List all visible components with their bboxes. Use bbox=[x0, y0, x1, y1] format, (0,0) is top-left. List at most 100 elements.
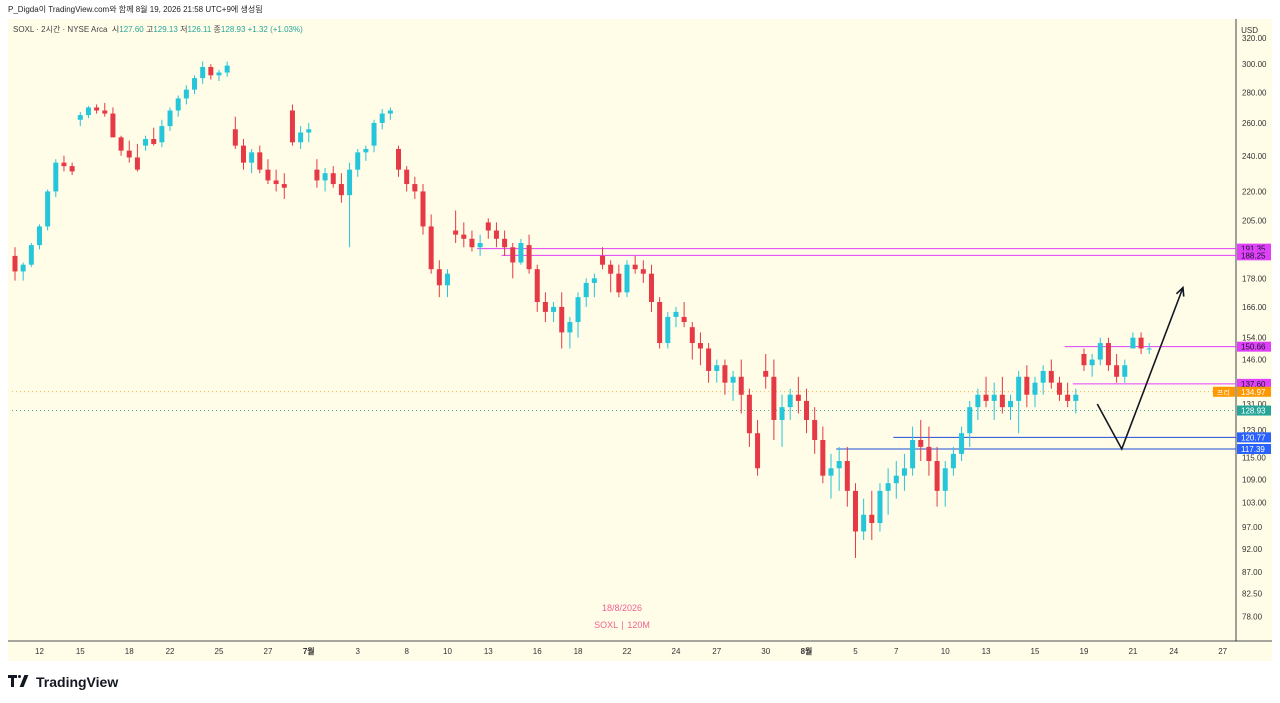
x-tick-label: 25 bbox=[215, 647, 224, 656]
y-tick-label: 220.00 bbox=[1242, 187, 1267, 196]
candle-body bbox=[1024, 376, 1030, 395]
candle-body bbox=[1073, 394, 1079, 401]
candle-body bbox=[314, 169, 320, 181]
price-label-150.66: 150.66 bbox=[1241, 343, 1266, 352]
x-tick-label: 24 bbox=[1169, 647, 1178, 656]
candle-body bbox=[453, 230, 459, 235]
candle-body bbox=[730, 376, 736, 383]
candle-body bbox=[632, 264, 638, 270]
candle-body bbox=[1130, 337, 1136, 349]
candle-body bbox=[85, 107, 91, 116]
price-label-137.60: 137.60 bbox=[1241, 380, 1266, 389]
candle-body bbox=[322, 173, 328, 181]
candle-body bbox=[1040, 370, 1046, 383]
candle-body bbox=[77, 115, 83, 120]
x-tick-label: 27 bbox=[712, 647, 721, 656]
candle-body bbox=[281, 184, 287, 188]
candle-body bbox=[12, 255, 18, 272]
candle-body bbox=[673, 311, 679, 317]
candle-body bbox=[224, 65, 230, 73]
candle-body bbox=[738, 376, 744, 395]
candle-body bbox=[428, 226, 434, 270]
candle-body bbox=[828, 468, 834, 476]
high-value: 129.13 bbox=[153, 25, 178, 34]
x-tick-label: 10 bbox=[941, 647, 950, 656]
candle-body bbox=[779, 407, 785, 420]
x-tick-label: 15 bbox=[76, 647, 85, 656]
y-tick-label: 131.00 bbox=[1242, 400, 1267, 409]
x-tick-label: 10 bbox=[443, 647, 452, 656]
candle-body bbox=[36, 226, 42, 246]
x-tick-label: 13 bbox=[484, 647, 493, 656]
candle-body bbox=[967, 407, 973, 434]
candle-body bbox=[648, 273, 654, 303]
candle-body bbox=[518, 243, 524, 263]
y-tick-label: 109.00 bbox=[1242, 475, 1267, 484]
candle-body bbox=[608, 264, 614, 274]
candle-body bbox=[795, 394, 801, 401]
price-chart[interactable]: 18/8/2026 SOXL ∣ 120M 320.00 300.00 280.00 26… bbox=[8, 19, 1272, 661]
chart-pane[interactable]: 18/8/2026 SOXL ∣ 120M 320.00 300.00 280.00 26… bbox=[8, 19, 1272, 661]
x-tick-label: 22 bbox=[166, 647, 175, 656]
y-tick-label: 240.00 bbox=[1242, 152, 1267, 161]
candle-body bbox=[901, 468, 907, 476]
candle-body bbox=[542, 302, 548, 312]
candle-body bbox=[338, 184, 344, 196]
x-tick-label: 8월 bbox=[801, 646, 813, 656]
projection-path bbox=[1096, 287, 1184, 451]
candle-body bbox=[1065, 394, 1071, 401]
close-value: 128.93 bbox=[220, 25, 246, 34]
brand-name: TradingView bbox=[36, 674, 119, 690]
candle-body bbox=[820, 439, 826, 476]
candle-body bbox=[420, 191, 426, 227]
y-tick-label: 178.00 bbox=[1242, 274, 1267, 283]
x-tick-label: 27 bbox=[264, 647, 273, 656]
candle-body bbox=[575, 297, 581, 323]
open-value: 127.60 bbox=[119, 25, 144, 34]
candle-body bbox=[885, 483, 891, 491]
watermark-date: 18/8/2026 bbox=[602, 603, 642, 613]
published-line: P_Digda이 TradingView.com와 함께 8월 19, 2026… bbox=[8, 5, 263, 14]
candle-body bbox=[836, 461, 842, 469]
candle-body bbox=[869, 514, 875, 524]
price-label-box bbox=[1237, 386, 1271, 397]
candle-body bbox=[1089, 359, 1095, 366]
currency-label[interactable]: USD bbox=[1241, 26, 1258, 35]
candle-body bbox=[20, 264, 26, 272]
candle-body bbox=[861, 514, 867, 532]
candle-body bbox=[265, 169, 271, 181]
candle-body bbox=[94, 107, 100, 111]
candle-body bbox=[526, 245, 532, 270]
watermark-symbol: SOXL ∣ 120M bbox=[594, 620, 650, 630]
candle-body bbox=[918, 439, 924, 447]
candle-body bbox=[412, 184, 418, 192]
candle-body bbox=[559, 306, 565, 333]
candle-body bbox=[755, 433, 761, 469]
candle-body bbox=[746, 394, 752, 434]
candle-body bbox=[722, 365, 728, 383]
candle-body bbox=[469, 238, 475, 248]
x-tick-label: 16 bbox=[533, 647, 542, 656]
x-tick-label: 13 bbox=[982, 647, 991, 656]
candle-body bbox=[942, 468, 948, 491]
candle-body bbox=[485, 222, 491, 231]
candle-body bbox=[1032, 382, 1038, 395]
y-tick-label: 82.50 bbox=[1242, 590, 1263, 599]
candle-body bbox=[567, 322, 573, 333]
y-tick-label: 92.00 bbox=[1242, 545, 1263, 554]
candle-body bbox=[436, 269, 442, 286]
candle-body bbox=[143, 139, 149, 146]
candle-body bbox=[134, 157, 140, 170]
candle-body bbox=[1016, 376, 1022, 401]
y-tick-label: 280.00 bbox=[1242, 89, 1267, 98]
candle-body bbox=[151, 139, 157, 144]
candle-body bbox=[289, 110, 295, 143]
candle-body bbox=[689, 327, 695, 344]
candle-body bbox=[355, 152, 361, 170]
candle-body bbox=[371, 122, 377, 146]
candle-body bbox=[812, 419, 818, 440]
candle-body bbox=[477, 243, 483, 248]
candle-body bbox=[1008, 400, 1014, 408]
y-tick-label: 146.00 bbox=[1242, 356, 1267, 365]
candle-body bbox=[306, 129, 312, 133]
